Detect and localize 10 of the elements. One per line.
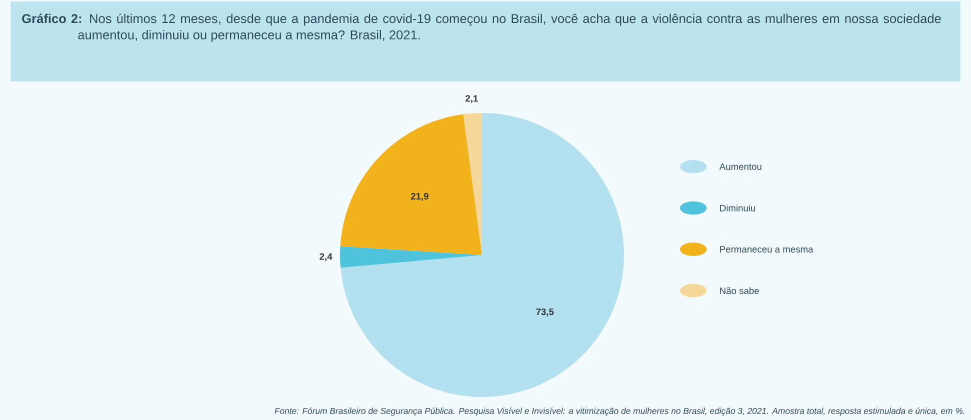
chart-title: Gráfico 2: Nos últimos 12 meses, desde que a pandemia de covid-19 começou no Brasil, você acha que a violência contra as mulheres em nossa sociedade aumentou, diminuiu ou permaneceu a mesma? Brasil, 2021. xyxy=(22,14,941,42)
data-label: 2,1 xyxy=(466,95,478,104)
data-label: 73,5 xyxy=(536,308,554,316)
source-note: Fonte: Fórum Brasileiro de Segurança Pública. Pesquisa Visível e Invisível: a vitimização de mulheres no Brasil, edição 3, 2021. Amostra total, resposta estimulada e única, em %. xyxy=(274,408,964,416)
data-label: 21,9 xyxy=(410,192,428,201)
legend-label: Aumentou xyxy=(719,163,762,170)
legend-label: Diminuiu xyxy=(720,204,756,212)
legend-label: Não sabe xyxy=(720,287,759,294)
legend-label: Permaneceu a mesma xyxy=(720,246,814,253)
data-label: 2,4 xyxy=(320,253,332,262)
